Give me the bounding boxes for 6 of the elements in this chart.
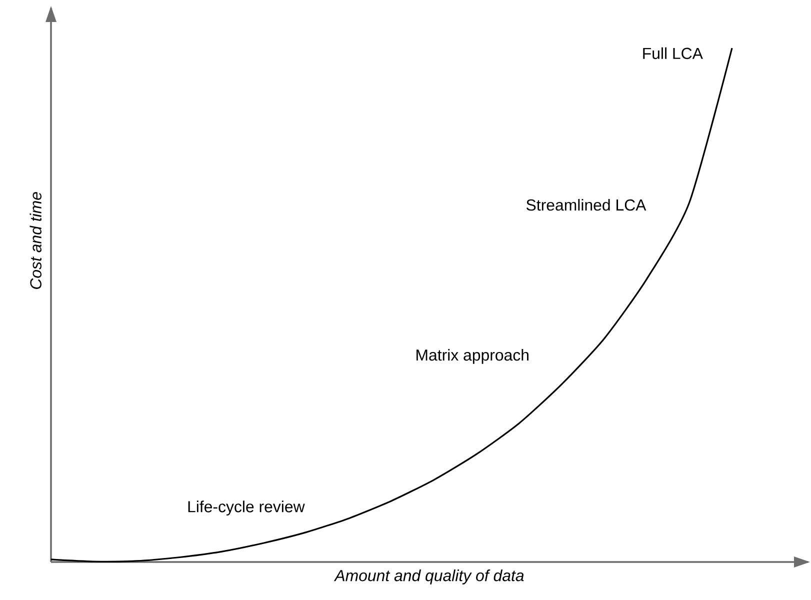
annotation: Streamlined LCA: [526, 198, 646, 211]
y-axis-title: Cost and time: [30, 192, 42, 289]
annotation: Full LCA: [643, 47, 703, 60]
annotation: Life-cycle review: [188, 500, 305, 516]
annotation: Matrix approach: [416, 349, 528, 364]
x-axis-title: Amount and quality of data: [334, 570, 524, 584]
